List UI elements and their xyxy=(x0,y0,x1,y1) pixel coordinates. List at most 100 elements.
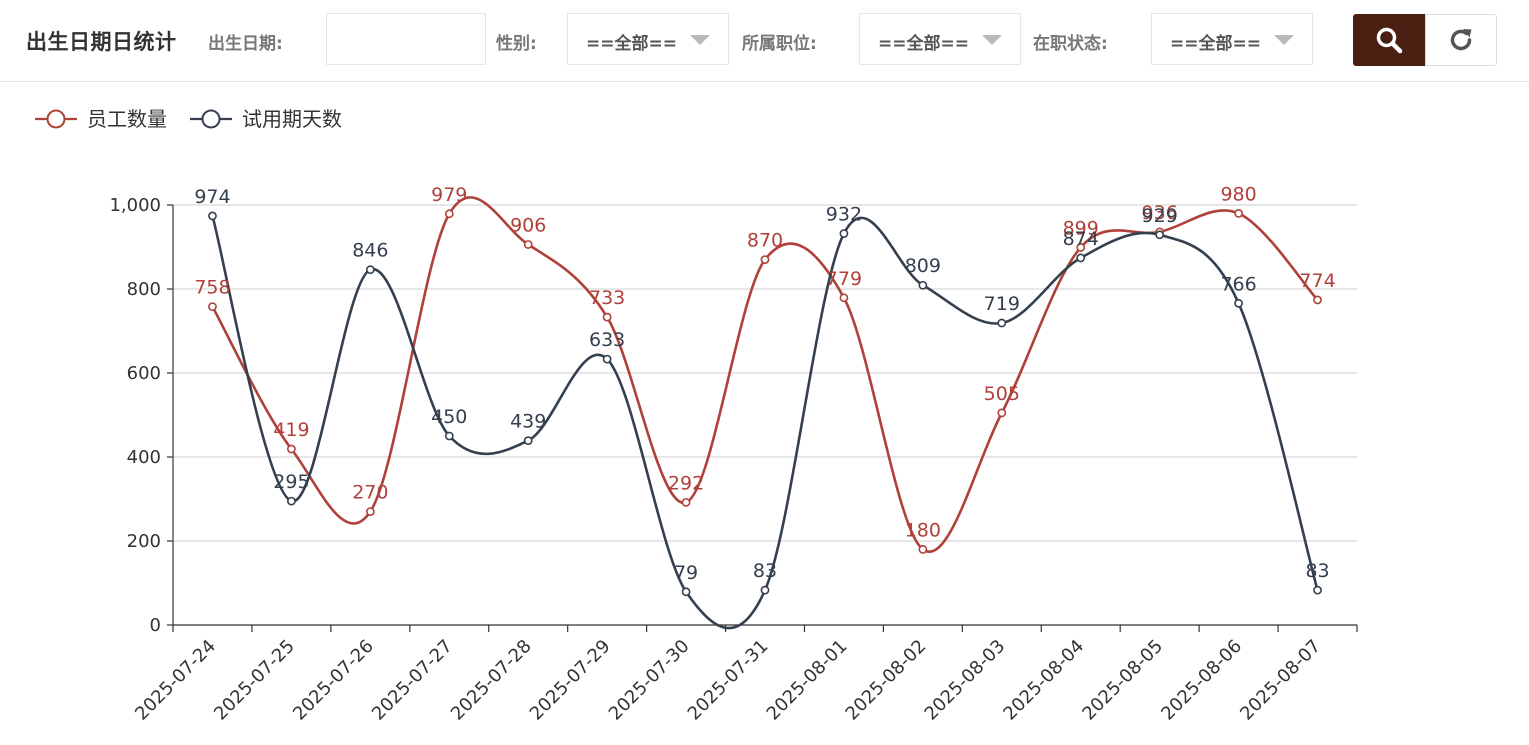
search-icon xyxy=(1376,27,1403,54)
data-point xyxy=(208,211,217,221)
data-label: 83 xyxy=(1305,560,1329,582)
data-point xyxy=(208,302,217,312)
chevron-down-icon xyxy=(1274,35,1294,45)
data-point xyxy=(1234,298,1243,308)
data-point xyxy=(286,444,296,454)
data-label: 774 xyxy=(1299,270,1335,292)
status-select[interactable]: ==全部== xyxy=(1151,13,1313,65)
legend-marker xyxy=(46,109,66,129)
data-point xyxy=(286,496,296,506)
y-tick-label: 1,000 xyxy=(109,195,161,216)
data-label: 936 xyxy=(1142,202,1178,224)
data-label: 733 xyxy=(589,287,625,309)
chevron-down-icon xyxy=(690,35,710,45)
x-tick-label: 2025-07-30 xyxy=(605,636,694,725)
position-label: 所属职位: xyxy=(742,34,817,54)
data-point xyxy=(523,436,533,446)
chevron-down-icon xyxy=(982,35,1002,45)
y-tick-label: 800 xyxy=(127,279,161,300)
data-label: 270 xyxy=(352,482,388,504)
y-tick-label: 400 xyxy=(127,447,161,468)
data-label: 180 xyxy=(905,519,941,541)
data-label: 505 xyxy=(984,383,1020,405)
x-tick-label: 2025-07-28 xyxy=(447,636,536,725)
data-label: 899 xyxy=(1063,217,1099,239)
filter-toolbar: 出生日期日统计 出生日期: 性别: ==全部== 所属职位: ==全部== 在职… xyxy=(0,0,1529,82)
search-button[interactable] xyxy=(1353,14,1425,66)
data-label: 450 xyxy=(431,406,467,428)
x-tick-label: 2025-07-31 xyxy=(684,636,773,725)
data-label: 929 xyxy=(1142,205,1178,227)
data-label: 980 xyxy=(1220,183,1256,205)
x-tick-label: 2025-08-07 xyxy=(1236,636,1325,725)
y-tick-label: 0 xyxy=(150,615,161,636)
x-tick-label: 2025-08-03 xyxy=(921,636,1010,725)
data-label: 719 xyxy=(984,293,1020,315)
x-tick-label: 2025-08-01 xyxy=(763,636,852,725)
data-label: 870 xyxy=(747,230,783,252)
data-point xyxy=(444,431,454,441)
data-point xyxy=(444,209,454,219)
data-label: 295 xyxy=(273,471,309,493)
birth-date-label: 出生日期: xyxy=(208,34,283,54)
data-point xyxy=(523,240,533,249)
data-label: 758 xyxy=(194,277,230,299)
data-point xyxy=(1234,208,1243,218)
data-point xyxy=(1313,295,1322,305)
page-title: 出生日期日统计 xyxy=(26,30,177,54)
data-label: 439 xyxy=(510,411,546,433)
status-select-value: ==全部== xyxy=(1170,34,1261,54)
data-label: 846 xyxy=(352,240,388,262)
data-label: 906 xyxy=(510,214,546,236)
position-select-value: ==全部== xyxy=(878,34,969,54)
gender-select-value: ==全部== xyxy=(586,34,677,54)
gender-label: 性别: xyxy=(496,34,537,54)
data-point xyxy=(760,585,770,595)
line-chart: 02004006008001,0002025-07-242025-07-2520… xyxy=(35,107,1358,725)
data-point xyxy=(997,408,1007,418)
data-point xyxy=(918,544,928,554)
status-label: 在职状态: xyxy=(1033,34,1108,54)
data-label: 419 xyxy=(273,419,309,441)
data-point xyxy=(760,255,770,264)
refresh-icon xyxy=(1450,29,1472,51)
birth-date-input[interactable] xyxy=(326,13,486,65)
x-tick-label: 2025-08-05 xyxy=(1078,636,1167,725)
x-tick-label: 2025-08-02 xyxy=(842,636,931,725)
data-label: 809 xyxy=(905,255,941,277)
gender-select[interactable]: ==全部== xyxy=(567,13,729,65)
data-point xyxy=(1076,243,1086,252)
x-tick-label: 2025-07-24 xyxy=(131,636,220,725)
x-tick-label: 2025-07-27 xyxy=(368,636,457,725)
data-label: 932 xyxy=(826,204,862,226)
x-tick-label: 2025-07-26 xyxy=(289,636,378,725)
x-tick-label: 2025-07-25 xyxy=(210,636,299,725)
y-tick-label: 600 xyxy=(127,363,161,384)
data-point xyxy=(602,312,612,322)
data-point xyxy=(602,354,612,364)
data-point xyxy=(918,280,928,290)
data-point xyxy=(681,587,691,597)
position-select[interactable]: ==全部== xyxy=(859,13,1021,65)
data-label: 979 xyxy=(431,184,467,206)
reset-button[interactable] xyxy=(1425,14,1497,66)
data-label: 83 xyxy=(753,560,777,582)
data-point xyxy=(681,497,691,507)
data-label: 79 xyxy=(674,562,698,584)
data-point xyxy=(839,293,849,303)
data-label: 633 xyxy=(589,329,625,351)
data-point xyxy=(1313,585,1322,595)
x-tick-label: 2025-08-06 xyxy=(1157,636,1246,725)
data-point xyxy=(365,265,375,275)
data-label: 779 xyxy=(826,268,862,290)
series-line-1 xyxy=(211,196,1319,553)
y-tick-label: 200 xyxy=(127,531,161,552)
data-label: 292 xyxy=(668,472,704,494)
legend-marker xyxy=(201,109,221,129)
data-label: 766 xyxy=(1220,273,1256,295)
data-label: 874 xyxy=(1063,228,1099,250)
data-point xyxy=(839,229,849,238)
legend-item-label: 员工数量 xyxy=(87,107,167,131)
data-point xyxy=(997,318,1007,328)
